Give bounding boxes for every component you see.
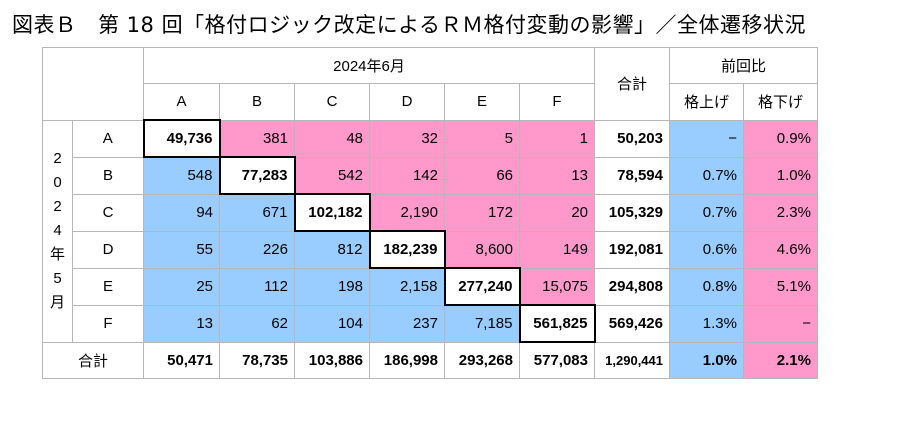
- upgrade-ratio-cell: 0.7%: [669, 193, 744, 232]
- row-label: C: [72, 193, 144, 232]
- total-upgrade-ratio-cell: 1.0%: [669, 341, 744, 379]
- upgrade-header: 格上げ: [669, 83, 744, 121]
- row-group-label: 2 0 2 4 年 5 月: [42, 119, 73, 343]
- matrix-cell: 20: [519, 193, 595, 232]
- downgrade-ratio-cell: −: [743, 304, 818, 343]
- matrix-cell: 149: [519, 230, 595, 269]
- row-group-char: 5: [53, 270, 62, 287]
- downgrade-ratio-cell: 1.0%: [743, 156, 818, 195]
- column-header-a: A: [143, 83, 220, 121]
- matrix-cell: 94: [143, 193, 220, 232]
- matrix-cell: 381: [219, 119, 295, 158]
- table-row-d: D 55 226 812 182,239 8,600 149 192,081 0…: [43, 230, 818, 269]
- column-header-b: B: [219, 83, 295, 121]
- grand-total-cell: 1,290,441: [594, 341, 670, 379]
- column-total-cell: 186,998: [369, 341, 445, 379]
- column-total-cell: 293,268: [444, 341, 520, 379]
- matrix-cell: 2,190: [369, 193, 445, 232]
- prev-ratio-header: 前回比: [669, 47, 818, 84]
- matrix-cell: 226: [219, 230, 295, 269]
- row-total-cell: 192,081: [594, 230, 670, 269]
- downgrade-ratio-cell: 0.9%: [743, 119, 818, 158]
- transition-matrix-table: 2024年6月 合計 前回比 A B C D E F 格上げ 格下げ 2 0 2…: [42, 47, 818, 379]
- downgrade-ratio-cell: 2.3%: [743, 193, 818, 232]
- downgrade-ratio-cell: 5.1%: [743, 267, 818, 306]
- matrix-cell: 112: [219, 267, 295, 306]
- row-group-char: 0: [53, 174, 62, 191]
- matrix-cell: 5: [444, 119, 520, 158]
- matrix-cell: 32: [369, 119, 445, 158]
- matrix-cell: 198: [294, 267, 370, 306]
- column-header-c: C: [294, 83, 370, 121]
- row-label: B: [72, 156, 144, 195]
- matrix-cell: 104: [294, 304, 370, 343]
- corner-cell: [42, 47, 144, 121]
- row-label: A: [72, 119, 144, 158]
- downgrade-ratio-cell: 4.6%: [743, 230, 818, 269]
- matrix-cell: 62: [219, 304, 295, 343]
- table-row-c: C 94 671 102,182 2,190 172 20 105,329 0.…: [43, 193, 818, 232]
- upgrade-ratio-cell: 1.3%: [669, 304, 744, 343]
- table-row-f: F 13 62 104 237 7,185 561,825 569,426 1.…: [43, 304, 818, 343]
- row-group-char: 2: [53, 198, 62, 215]
- column-header-e: E: [444, 83, 520, 121]
- total-downgrade-ratio-cell: 2.1%: [743, 341, 818, 379]
- row-total-cell: 105,329: [594, 193, 670, 232]
- row-total-cell: 50,203: [594, 119, 670, 158]
- matrix-cell: 15,075: [519, 267, 595, 306]
- matrix-cell: 277,240: [443, 267, 521, 306]
- matrix-cell: 142: [369, 156, 445, 195]
- matrix-cell: 48: [294, 119, 370, 158]
- column-header-f: F: [519, 83, 595, 121]
- row-group-char: 4: [53, 222, 62, 239]
- matrix-cell: 182,239: [368, 230, 446, 269]
- matrix-cell: 102,182: [293, 193, 371, 232]
- matrix-cell: 671: [219, 193, 295, 232]
- totals-row: 合計 50,471 78,735 103,886 186,998 293,268…: [42, 341, 818, 379]
- matrix-cell: 13: [519, 156, 595, 195]
- row-group-char: 2: [53, 150, 62, 167]
- column-header-d: D: [369, 83, 445, 121]
- row-total-cell: 569,426: [594, 304, 670, 343]
- table-row-a: 2 0 2 4 年 5 月 A 49,736 381 48 32 5 1 50,…: [42, 119, 818, 343]
- upgrade-ratio-cell: 0.6%: [669, 230, 744, 269]
- matrix-cell: 812: [294, 230, 370, 269]
- matrix-cell: 542: [294, 156, 370, 195]
- row-group-char: 年: [49, 246, 65, 263]
- column-total-cell: 577,083: [519, 341, 595, 379]
- column-total-cell: 50,471: [143, 341, 220, 379]
- table-row-b: B 548 77,283 542 142 66 13 78,594 0.7% 1…: [43, 156, 818, 195]
- matrix-cell: 66: [444, 156, 520, 195]
- downgrade-header: 格下げ: [743, 83, 818, 121]
- matrix-cell: 561,825: [518, 304, 596, 343]
- column-total-cell: 78,735: [219, 341, 295, 379]
- matrix-cell: 7,185: [444, 304, 520, 343]
- period-header: 2024年6月: [143, 47, 595, 84]
- matrix-cell: 2,158: [369, 267, 445, 306]
- totals-label: 合計: [42, 341, 144, 379]
- row-total-cell: 78,594: [594, 156, 670, 195]
- matrix-cell: 25: [143, 267, 220, 306]
- matrix-cell: 548: [143, 156, 220, 195]
- row-label: E: [72, 267, 144, 306]
- figure-title: 図表Ｂ 第 18 回「格付ロジック改定によるＲＭ格付変動の影響」／全体遷移状況: [12, 13, 806, 37]
- matrix-cell: 55: [143, 230, 220, 269]
- upgrade-ratio-cell: −: [669, 119, 744, 158]
- row-group-char: 月: [49, 294, 65, 311]
- matrix-cell: 8,600: [444, 230, 520, 269]
- row-label: F: [72, 304, 144, 343]
- matrix-cell: 1: [519, 119, 595, 158]
- matrix-cell: 13: [143, 304, 220, 343]
- table-row-e: E 25 112 198 2,158 277,240 15,075 294,80…: [43, 267, 818, 306]
- matrix-cell: 49,736: [142, 119, 221, 158]
- matrix-cell: 77,283: [218, 156, 296, 195]
- row-label: D: [72, 230, 144, 269]
- row-total-cell: 294,808: [594, 267, 670, 306]
- matrix-cell: 237: [369, 304, 445, 343]
- column-total-cell: 103,886: [294, 341, 370, 379]
- upgrade-ratio-cell: 0.8%: [669, 267, 744, 306]
- total-header: 合計: [594, 47, 670, 121]
- upgrade-ratio-cell: 0.7%: [669, 156, 744, 195]
- matrix-cell: 172: [444, 193, 520, 232]
